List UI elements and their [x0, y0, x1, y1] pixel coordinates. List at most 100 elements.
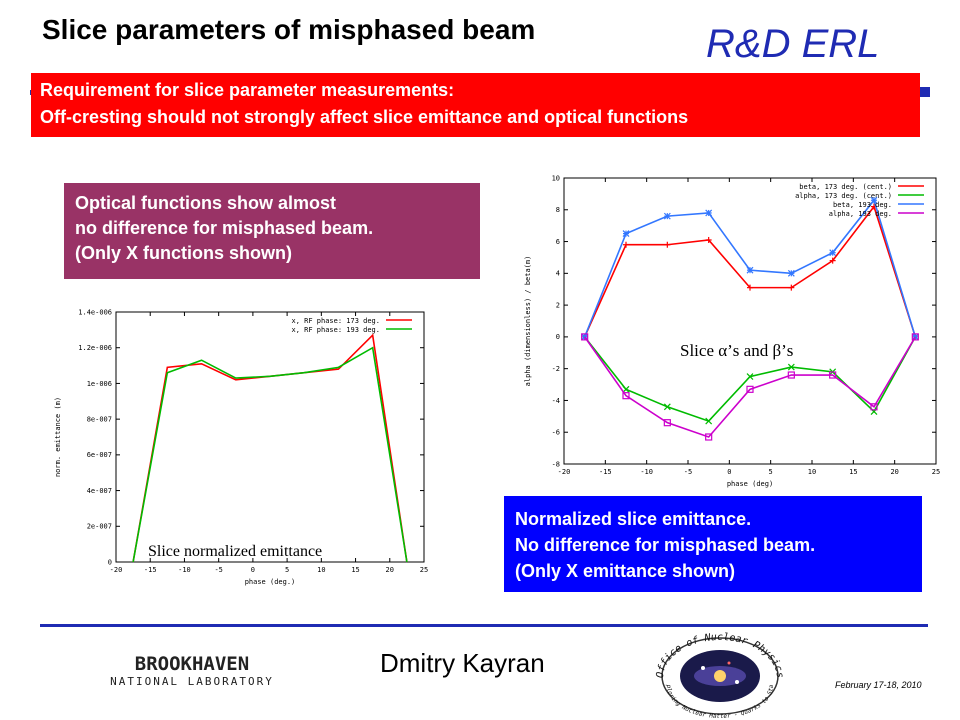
data-point	[787, 269, 795, 277]
brookhaven-logo-line2: NATIONAL LABORATORY	[110, 675, 274, 688]
y-tick-label: 1.4e-006	[78, 308, 112, 316]
y-tick-label: 0	[108, 558, 112, 566]
y-tick-label: 1.2e-006	[78, 344, 112, 352]
slide-title: Slice parameters of misphased beam	[42, 14, 536, 45]
data-point	[663, 419, 671, 427]
y-tick-label: 10	[552, 174, 560, 182]
data-point-stroke	[870, 196, 878, 204]
alpha-beta-chart: -20 -15 -10 -5 0 5 10 15 20 25-8-6-4-20246810phas…	[524, 174, 940, 488]
x-tick-label: 25	[420, 566, 428, 574]
data-point-stroke	[705, 417, 713, 425]
y-tick-label: 1e-006	[87, 380, 112, 388]
series-line	[132, 346, 408, 563]
brand-label: R&D ERL	[706, 22, 880, 66]
data-point-stroke	[746, 373, 754, 381]
brookhaven-logo: BROOKHAVEN NATIONAL LABORATORY	[110, 653, 274, 688]
data-point	[623, 241, 629, 248]
data-point	[746, 385, 754, 393]
x-tick-label: 15	[351, 566, 359, 574]
data-point	[829, 371, 837, 379]
requirement-line: Off-cresting should not strongly affect …	[40, 107, 689, 127]
x-tick-label: 10	[317, 566, 325, 574]
x-axis-label: phase (deg)	[727, 480, 773, 488]
legend-label: alpha, 193 deg.	[829, 210, 892, 218]
x-tick-label: 20	[386, 566, 394, 574]
y-tick-label: 2e-007	[87, 523, 112, 531]
data-point-stroke	[787, 269, 795, 277]
data-point	[622, 230, 630, 238]
y-tick-label: 4e-007	[87, 487, 112, 495]
data-point	[870, 196, 878, 204]
data-point-stroke	[829, 249, 837, 257]
slide-date: February 17-18, 2010	[835, 680, 922, 690]
data-point	[622, 392, 630, 400]
author-name: Dmitry Kayran	[380, 648, 545, 678]
brookhaven-logo-line1: BROOKHAVEN	[135, 653, 249, 675]
x-tick-label: -20	[110, 566, 123, 574]
requirement-box: Requirement for slice parameter measurem…	[31, 73, 920, 137]
legend-label: alpha, 173 deg. (cent.)	[795, 192, 892, 200]
x-tick-label: -15	[599, 468, 612, 476]
data-point-stroke	[787, 363, 795, 371]
y-tick-label: -8	[552, 460, 560, 468]
data-point	[705, 417, 713, 425]
data-point	[747, 284, 753, 291]
data-point	[911, 333, 919, 341]
requirement-line: Requirement for slice parameter measurem…	[40, 80, 455, 100]
data-point	[746, 373, 754, 381]
x-tick-label: 5	[769, 468, 773, 476]
x-tick-label: 0	[727, 468, 731, 476]
y-tick-label: -6	[552, 429, 560, 437]
x-tick-label: 10	[808, 468, 816, 476]
data-point	[663, 212, 671, 220]
optical-note-line: no difference for misphased beam.	[75, 218, 374, 238]
data-point-stroke	[622, 230, 630, 238]
chart-annotation: Slice normalized emittance	[148, 543, 322, 560]
y-axis-label: norm. emittance (m)	[54, 397, 62, 477]
top-rule-end-square	[920, 87, 930, 97]
normalized-emittance-note: Normalized slice emittance. No differenc…	[504, 496, 922, 592]
x-tick-label: -10	[178, 566, 191, 574]
data-point-stroke	[663, 403, 671, 411]
y-tick-label: 6e-007	[87, 451, 112, 459]
data-point	[787, 371, 795, 379]
x-tick-label: -5	[214, 566, 222, 574]
data-point-stroke	[622, 385, 630, 393]
y-tick-label: 6	[556, 238, 560, 246]
legend-label: x, RF phase: 193 deg.	[291, 326, 380, 334]
data-point	[829, 249, 837, 257]
chart-annotation: Slice α’s and β’s	[680, 341, 793, 360]
emittance-chart: -20 -15 -10 -5 0 5 10 15 20 25 0 2e-007 4e-007 6e-007…	[54, 308, 428, 586]
data-point	[705, 209, 713, 217]
data-point	[622, 385, 630, 393]
data-point	[870, 403, 878, 411]
x-tick-label: -15	[144, 566, 157, 574]
y-tick-label: -4	[552, 397, 560, 405]
plot-frame	[563, 177, 937, 465]
data-point	[663, 403, 671, 411]
data-point	[787, 363, 795, 371]
y-tick-label: -2	[552, 365, 560, 373]
y-tick-label: 2	[556, 301, 560, 309]
x-tick-label: 20	[890, 468, 898, 476]
legend-label: x, RF phase: 173 deg.	[291, 317, 380, 325]
legend-label: beta, 173 deg. (cent.)	[799, 183, 892, 191]
nuclear-physics-logo: Office of Nuclear Physics Exploring Nucl…	[645, 628, 785, 718]
x-tick-label: 5	[285, 566, 289, 574]
series-line	[584, 336, 917, 438]
x-tick-label: 0	[251, 566, 255, 574]
bottom-rule	[40, 624, 928, 627]
data-point	[829, 257, 836, 264]
x-tick-label: 25	[932, 468, 940, 476]
data-point-stroke	[746, 266, 754, 274]
optical-note-line: (Only X functions shown)	[75, 243, 292, 263]
y-tick-label: 8	[556, 206, 560, 214]
y-axis-label: alpha (dimensionless) / beta(m)	[524, 256, 532, 387]
plot-frame	[115, 311, 425, 563]
data-point	[705, 236, 712, 243]
data-point-stroke	[705, 209, 713, 217]
data-point	[581, 333, 589, 341]
x-axis-label: phase (deg.)	[245, 578, 296, 586]
legend-label: beta, 193 deg.	[833, 201, 892, 209]
y-tick-label: 0	[556, 333, 560, 341]
